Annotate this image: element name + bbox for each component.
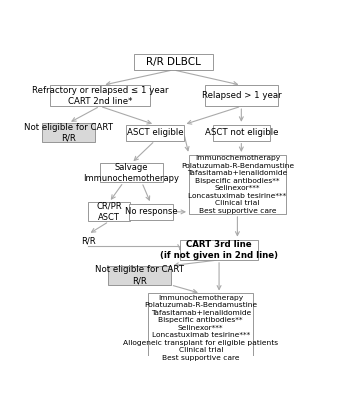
FancyBboxPatch shape	[42, 123, 95, 142]
Text: Not eligible for CART
R/R: Not eligible for CART R/R	[95, 265, 184, 285]
FancyBboxPatch shape	[100, 163, 163, 182]
Text: Immunochemotherapy
Polatuzumab-R-Bendamustine
Tafasitamab+lenalidomide
Bispecifi: Immunochemotherapy Polatuzumab-R-Bendamu…	[123, 295, 278, 361]
Text: R/R: R/R	[81, 236, 95, 245]
FancyBboxPatch shape	[134, 54, 213, 70]
FancyBboxPatch shape	[189, 155, 286, 214]
Text: Salvage
Immunochemotherapy: Salvage Immunochemotherapy	[83, 163, 179, 183]
Text: Relapsed > 1 year: Relapsed > 1 year	[201, 91, 281, 100]
FancyBboxPatch shape	[148, 294, 253, 362]
FancyBboxPatch shape	[129, 204, 173, 220]
FancyBboxPatch shape	[50, 85, 150, 106]
FancyBboxPatch shape	[180, 240, 258, 260]
FancyBboxPatch shape	[213, 125, 270, 141]
Text: ASCT not eligible: ASCT not eligible	[204, 128, 278, 137]
Text: CR/PR
ASCT: CR/PR ASCT	[96, 202, 122, 222]
FancyBboxPatch shape	[108, 266, 171, 285]
FancyBboxPatch shape	[88, 202, 130, 222]
Text: Not eligible for CART
R/R: Not eligible for CART R/R	[24, 123, 113, 143]
Text: R/R DLBCL: R/R DLBCL	[146, 57, 201, 67]
FancyBboxPatch shape	[204, 85, 278, 106]
Text: No response: No response	[125, 207, 177, 216]
Text: Immunochemotherapy
Polatuzumab-R-Bendamustine
Tafasitamab+lenalidomide
Bispecifi: Immunochemotherapy Polatuzumab-R-Bendamu…	[181, 155, 294, 214]
Text: CART 3rd line
(if not given in 2nd line): CART 3rd line (if not given in 2nd line)	[160, 240, 278, 260]
Text: ASCT eligible: ASCT eligible	[126, 128, 183, 137]
Text: Refractory or relapsed ≤ 1 year
CART 2nd line*: Refractory or relapsed ≤ 1 year CART 2nd…	[32, 86, 168, 106]
FancyBboxPatch shape	[126, 125, 184, 141]
